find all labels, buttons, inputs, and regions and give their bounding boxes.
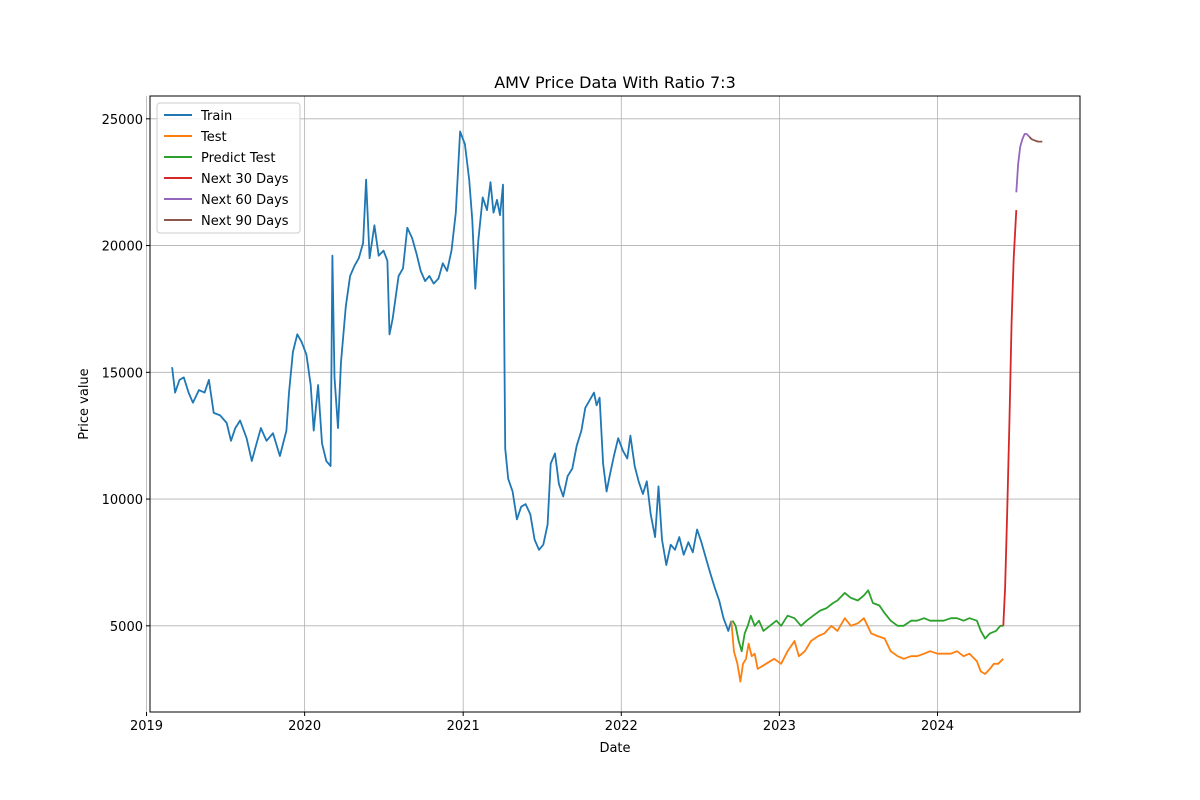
chart-title: AMV Price Data With Ratio 7:3 [494,73,736,92]
series-line-test [730,617,1004,683]
legend: Train Test Predict Test Next 30 Days Next 60… [156,102,301,234]
legend-label-predict-test: Predict Test [201,151,276,166]
y-tick-label: 15000 [102,366,143,381]
x-axis-ticks: 2019 2020 2021 2022 2023 2024 [130,712,954,734]
plot-area-frame [149,95,1081,713]
series-line-train [171,130,733,632]
y-tick-label: 25000 [102,113,143,128]
x-axis-label: Date [599,741,630,756]
legend-items: Train Test Predict Test Next 30 Days Next 60… [164,109,289,229]
legend-box [156,102,301,234]
grid [146,96,1080,712]
series-line-next-60-days [1015,133,1030,193]
y-axis-label: Price value [77,368,92,439]
y-tick-label: 20000 [102,240,143,255]
series-line-next-30-days [1002,210,1018,626]
legend-label-train: Train [200,109,232,124]
series-line-next-90-days [1028,136,1043,143]
y-tick-label: 5000 [110,620,143,635]
x-tick-label: 2023 [763,719,796,734]
series-lines [171,130,1043,683]
x-tick-label: 2022 [605,719,638,734]
y-tick-label: 10000 [102,493,143,508]
y-axis-ticks: 5000 10000 15000 20000 25000 [102,113,150,635]
x-tick-label: 2020 [288,719,321,734]
x-tick-label: 2024 [921,719,954,734]
x-tick-label: 2019 [130,719,163,734]
legend-label-next-60-days: Next 60 Days [201,193,289,208]
legend-label-next-90-days: Next 90 Days [201,214,289,229]
legend-label-test: Test [200,130,227,145]
legend-label-next-30-days: Next 30 Days [201,172,289,187]
series-line-predict-test [731,589,1004,653]
x-tick-label: 2021 [447,719,480,734]
